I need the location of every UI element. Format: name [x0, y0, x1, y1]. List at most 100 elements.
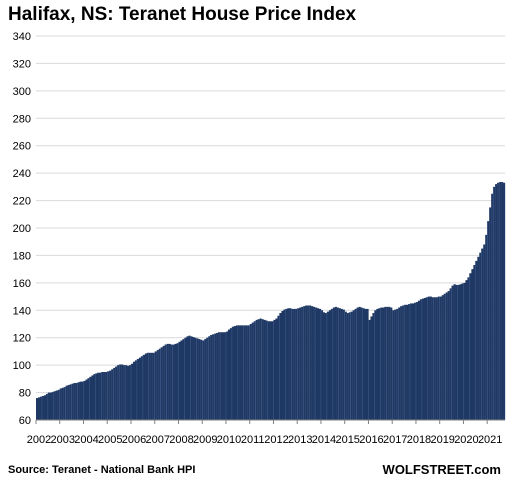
- bar: [491, 193, 494, 420]
- bar: [358, 306, 361, 420]
- bar: [245, 325, 248, 420]
- bar: [123, 365, 126, 420]
- bar: [368, 319, 371, 420]
- bar: [247, 325, 250, 420]
- y-tick-label: 160: [13, 278, 31, 290]
- bar: [299, 307, 302, 420]
- bar: [166, 343, 169, 420]
- bar: [194, 337, 197, 420]
- bar: [81, 381, 84, 420]
- bar: [431, 297, 434, 420]
- y-tick-label: 180: [13, 250, 31, 262]
- bar: [154, 351, 157, 420]
- bar: [433, 297, 436, 420]
- x-tick-label: 2016: [359, 434, 383, 446]
- bar: [281, 310, 284, 420]
- bar: [93, 374, 96, 420]
- bar: [49, 392, 52, 420]
- bar: [79, 381, 82, 420]
- bar: [212, 334, 215, 420]
- x-tick-label: 2004: [74, 434, 98, 446]
- bar: [85, 379, 88, 420]
- bar: [467, 277, 470, 420]
- x-tick-label: 2011: [241, 434, 265, 446]
- bar: [95, 373, 98, 420]
- bar: [449, 288, 452, 420]
- bar: [63, 387, 66, 420]
- bar: [172, 344, 175, 420]
- bar: [328, 310, 332, 420]
- bar: [360, 307, 363, 420]
- bar: [362, 308, 365, 420]
- bar: [410, 303, 413, 420]
- bar: [279, 313, 282, 420]
- bar: [55, 390, 58, 420]
- bar: [249, 324, 252, 420]
- bar: [75, 382, 78, 420]
- bar: [421, 298, 425, 420]
- x-tick-label: 2010: [217, 434, 241, 446]
- bar: [224, 332, 227, 420]
- y-tick-label: 100: [13, 360, 31, 372]
- bar: [37, 397, 41, 420]
- bar: [364, 308, 367, 420]
- bar: [317, 308, 320, 420]
- bar: [43, 395, 47, 420]
- bar: [210, 334, 213, 420]
- bar: [225, 331, 229, 420]
- bar: [129, 365, 132, 420]
- bar: [471, 269, 474, 420]
- bar: [261, 319, 264, 420]
- bar: [400, 306, 403, 420]
- bar: [429, 296, 432, 420]
- bar: [160, 347, 163, 420]
- bar: [443, 293, 446, 420]
- y-tick-label: 260: [13, 141, 31, 153]
- bar: [451, 285, 454, 420]
- bar: [417, 300, 421, 420]
- bar: [101, 372, 104, 420]
- bar: [485, 234, 488, 420]
- bar: [378, 308, 381, 420]
- x-tick-label: 2006: [122, 434, 146, 446]
- bar: [483, 244, 486, 420]
- bar: [127, 365, 130, 420]
- bar: [109, 370, 112, 420]
- bar: [45, 393, 49, 420]
- bar: [51, 391, 54, 420]
- bar: [222, 332, 225, 420]
- bar: [271, 321, 274, 420]
- bar: [220, 332, 223, 420]
- bar: [208, 336, 211, 420]
- bar: [352, 310, 355, 420]
- bar: [218, 332, 221, 420]
- y-tick-label: 240: [13, 168, 31, 180]
- bar: [394, 309, 397, 420]
- bar: [305, 305, 308, 420]
- x-tick-label: 2018: [407, 434, 431, 446]
- bar: [439, 296, 442, 420]
- bar: [59, 388, 62, 420]
- bar: [257, 319, 260, 420]
- bar: [206, 337, 209, 420]
- bar: [265, 320, 268, 420]
- bar: [326, 311, 330, 420]
- bar: [202, 340, 205, 420]
- bar: [103, 372, 106, 420]
- x-axis-ticks: 2002 2003 2004 2005 2006 2007 2008 2009 2010 2011…: [27, 420, 502, 446]
- bar: [125, 365, 128, 420]
- bar: [346, 313, 349, 420]
- bar: [150, 352, 153, 420]
- bar: [415, 302, 419, 420]
- bar: [376, 308, 379, 420]
- bar: [336, 307, 339, 420]
- bar: [469, 273, 472, 420]
- bar: [297, 308, 300, 420]
- x-tick-label: 2014: [312, 434, 336, 446]
- bar: [186, 336, 189, 420]
- bar: [495, 184, 498, 420]
- bar: [148, 352, 151, 420]
- bar: [162, 345, 165, 420]
- bar: [113, 367, 116, 420]
- bar: [457, 284, 460, 420]
